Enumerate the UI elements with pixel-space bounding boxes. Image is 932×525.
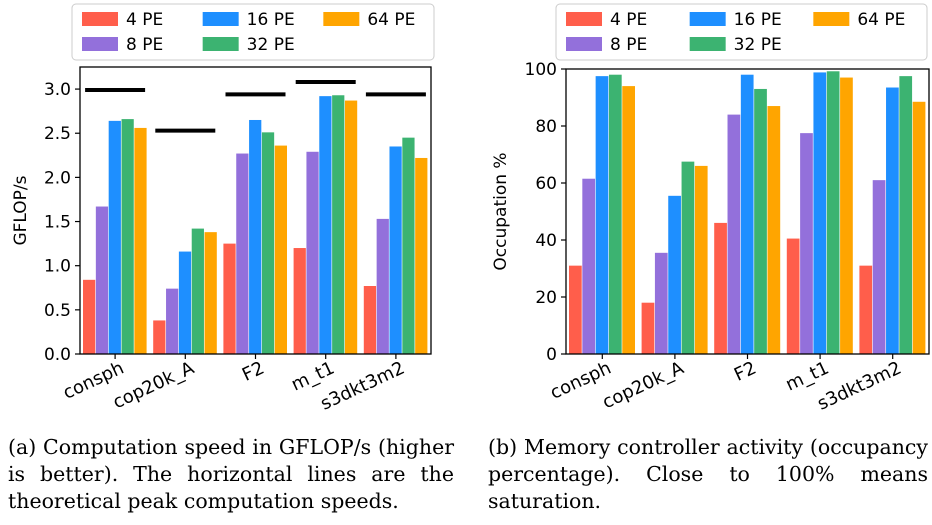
bar-16-pe-m-t1: [319, 96, 332, 354]
bar-4-pe-f2: [223, 243, 236, 354]
legend-swatch-64-pe: [813, 12, 850, 26]
legend-label-64-pe: 64 PE: [367, 10, 415, 30]
bar-64-pe-consph: [622, 86, 635, 354]
bar-64-pe-m-t1: [840, 77, 853, 355]
bar-32-pe-f2: [754, 88, 767, 354]
legend-label-4-pe: 4 PE: [610, 10, 647, 30]
y-tick-label: 2.0: [44, 168, 71, 188]
bar-8-pe-consph: [582, 178, 596, 354]
bar-64-pe-consph: [134, 127, 147, 355]
legend-swatch-4-pe: [566, 12, 602, 26]
bar-64-pe-s3dkt3m2: [912, 101, 926, 354]
bar-4-pe-consph: [569, 265, 582, 354]
legend-swatch-4-pe: [82, 12, 118, 26]
bar-16-pe-consph: [595, 76, 609, 355]
bar-16-pe-cop20k-a: [668, 195, 681, 354]
bar-64-pe-cop20k-a: [694, 165, 708, 354]
bar-4-pe-cop20k-a: [153, 320, 166, 354]
bar-8-pe-f2: [727, 114, 741, 354]
bar-64-pe-s3dkt3m2: [415, 157, 428, 354]
bar-4-pe-consph: [83, 279, 96, 354]
x-tick-label-f2: F2: [239, 357, 268, 385]
bar-32-pe-cop20k-a: [681, 161, 695, 355]
x-tick-label-cop20k-a: cop20k_A: [599, 357, 687, 413]
bar-16-pe-f2: [740, 74, 754, 354]
x-tick-label-s3dkt3m2: s3dkt3m2: [814, 357, 905, 414]
bar-16-pe-f2: [249, 119, 262, 354]
legend-label-8-pe: 8 PE: [126, 35, 163, 55]
bar-8-pe-m-t1: [800, 133, 813, 355]
legend-label-32-pe: 32 PE: [734, 35, 782, 55]
bar-8-pe-f2: [236, 153, 249, 354]
legend-swatch-32-pe: [202, 37, 239, 51]
bar-8-pe-consph: [95, 206, 109, 354]
bar-64-pe-f2: [767, 106, 781, 354]
legend-swatch-8-pe: [82, 37, 118, 51]
bar-32-pe-cop20k-a: [191, 228, 204, 354]
bar-4-pe-m-t1: [786, 238, 800, 354]
legend-swatch-16-pe: [689, 12, 726, 26]
y-tick-label: 0.5: [44, 301, 71, 321]
y-tick-label: 3.0: [44, 80, 71, 100]
bar-4-pe-cop20k-a: [641, 302, 655, 354]
legend-swatch-64-pe: [323, 12, 360, 26]
legend-swatch-32-pe: [689, 37, 726, 51]
bar-64-pe-m-t1: [344, 100, 358, 354]
y-tick-label: 0.0: [44, 345, 71, 365]
bar-64-pe-f2: [274, 145, 287, 354]
y-tick-label: 2.5: [44, 124, 71, 144]
legend-swatch-8-pe: [566, 37, 602, 51]
bar-16-pe-m-t1: [813, 72, 827, 355]
bar-32-pe-s3dkt3m2: [402, 137, 415, 354]
y-axis-label: Occupation %: [491, 152, 511, 270]
bar-32-pe-consph: [121, 119, 134, 354]
bar-4-pe-m-t1: [293, 248, 306, 354]
caption-a: (a) Computation speed in GFLOP/s (higher…: [8, 435, 454, 513]
y-tick-label: 1.0: [44, 257, 71, 277]
bar-8-pe-m-t1: [306, 151, 319, 354]
bar-4-pe-f2: [714, 222, 727, 354]
bar-16-pe-consph: [108, 120, 121, 355]
y-tick-label: 80: [535, 117, 557, 137]
bar-4-pe-s3dkt3m2: [859, 265, 873, 354]
bar-4-pe-s3dkt3m2: [363, 286, 377, 354]
x-tick-label-cop20k-a: cop20k_A: [110, 357, 198, 413]
y-tick-label: 20: [535, 288, 557, 308]
bar-64-pe-cop20k-a: [204, 232, 217, 354]
bar-16-pe-s3dkt3m2: [886, 87, 899, 355]
chart-panel-a: 0.00.51.01.52.02.53.0GFLOP/sconsphcop20k…: [11, 3, 435, 415]
y-tick-label: 1.5: [44, 213, 71, 233]
legend-label-32-pe: 32 PE: [247, 35, 295, 55]
legend-label-16-pe: 16 PE: [247, 10, 295, 30]
bar-32-pe-consph: [608, 74, 622, 354]
bar-32-pe-m-t1: [826, 71, 840, 354]
y-tick-label: 0: [546, 345, 557, 365]
bar-8-pe-cop20k-a: [654, 252, 668, 354]
bar-16-pe-cop20k-a: [178, 251, 192, 354]
legend-label-16-pe: 16 PE: [734, 10, 782, 30]
bar-8-pe-s3dkt3m2: [376, 218, 389, 354]
y-axis-label: GFLOP/s: [11, 175, 31, 245]
bar-32-pe-s3dkt3m2: [899, 76, 913, 355]
legend-label-64-pe: 64 PE: [857, 10, 905, 30]
legend-label-8-pe: 8 PE: [610, 35, 647, 55]
caption-b: (b) Memory controller activity (occupanc…: [488, 435, 928, 513]
bar-32-pe-m-t1: [332, 95, 345, 354]
x-tick-label-f2: F2: [731, 357, 760, 385]
legend-label-4-pe: 4 PE: [126, 10, 163, 30]
y-tick-label: 100: [525, 60, 557, 80]
bar-32-pe-f2: [261, 132, 275, 354]
bar-8-pe-s3dkt3m2: [872, 180, 886, 354]
bar-16-pe-s3dkt3m2: [389, 146, 402, 354]
bar-8-pe-cop20k-a: [166, 288, 179, 354]
y-tick-label: 60: [535, 174, 557, 194]
y-tick-label: 40: [535, 231, 557, 251]
legend-swatch-16-pe: [202, 12, 239, 26]
